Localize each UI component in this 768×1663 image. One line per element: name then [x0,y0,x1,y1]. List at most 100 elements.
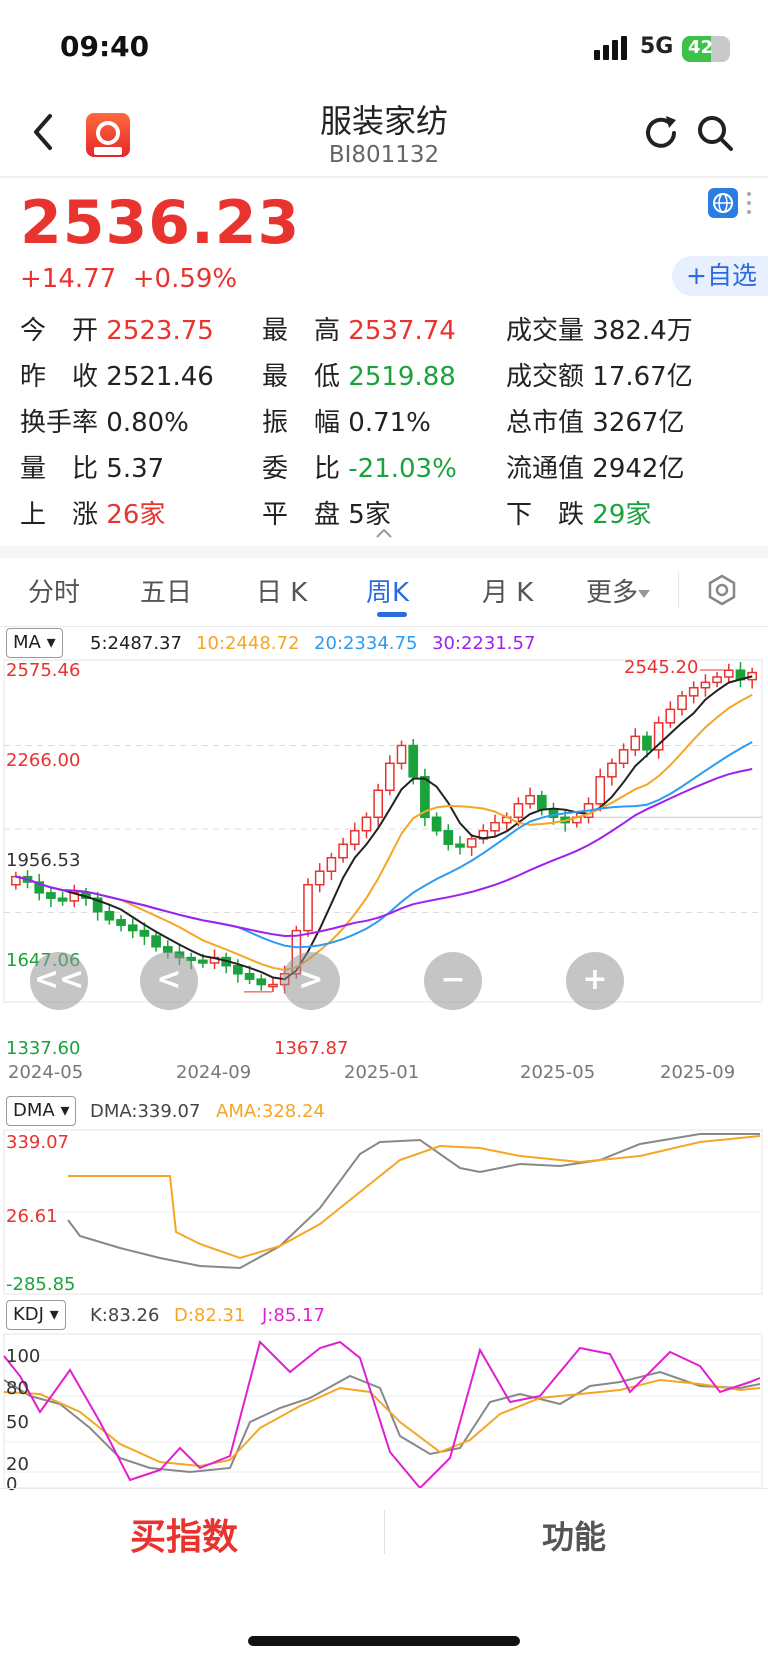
candle-body [57,897,68,902]
add-watchlist-button[interactable]: +自选 [672,256,768,296]
candle-body [723,669,734,678]
zoom-out-button[interactable]: − [424,952,482,1010]
stat-label: 今 开 [20,316,99,346]
stat-label: 量 比 [20,454,99,484]
chevron-up-icon[interactable] [375,527,393,539]
dma-y-min: -285.85 [6,1274,76,1295]
ma-selector[interactable]: MA ▾ [6,628,63,658]
prev-button[interactable]: < [140,952,198,1010]
tab-0[interactable]: 分时 [28,578,81,608]
gear-icon[interactable] [706,574,738,606]
dma-selector[interactable]: DMA ▾ [6,1096,77,1126]
y-label-2: 2266.00 [6,750,81,771]
candle-body [314,870,325,886]
chevron-left-icon[interactable] [30,112,56,152]
buy-index-button[interactable]: 买指数 [130,1517,239,1558]
x-label-3: 2025-05 [520,1062,596,1083]
candle-body [431,816,442,832]
candle-body [361,816,372,832]
stat-label: 下 跌 [506,500,585,530]
kdj-selector[interactable]: KDJ ▾ [6,1300,66,1330]
candle-body [396,744,407,765]
kdj-d-line [3,1378,761,1468]
change-value: +14.77 [20,264,117,294]
ma20-value: 20:2334.75 [314,633,418,654]
change-percent: +0.59% [132,264,238,294]
y-label-min: 1337.60 [6,1038,81,1059]
network-label: 5G [640,34,674,59]
stat-item: 委 比 -21.03% [262,448,457,485]
current-price: 2536.23 [20,188,301,258]
x-label-2: 2025-01 [344,1062,420,1083]
candle-body [116,919,126,926]
candle-body [139,929,150,937]
stat-value: 26家 [106,500,166,530]
candle-body [408,744,419,778]
stat-value: 2519.88 [348,362,456,392]
scroll-left-button[interactable]: << [30,952,88,1010]
function-button[interactable]: 功能 [542,1518,607,1556]
stat-label: 成交量 [506,316,585,346]
candle-body [303,883,313,932]
high-annotation: 2545.20 [624,657,699,678]
header-divider [0,176,768,178]
tab-3[interactable]: 周K [366,578,410,608]
price-change: +14.77 +0.59% [20,264,237,294]
candlestick-chart[interactable] [0,656,768,1058]
page-title: 服装家纺 [319,102,448,140]
globe-icon[interactable] [708,188,738,218]
candle-body [466,838,477,848]
candle-body [349,830,360,846]
stat-label: 平 盘 [262,500,341,530]
stat-item: 成交量 382.4万 [506,310,693,347]
kdj-y-50: 50 [6,1412,29,1433]
candle-body [536,794,547,810]
kdj-k-value: K:83.26 [90,1305,160,1326]
tab-4[interactable]: 月 K [482,578,534,608]
candle-body [46,892,56,899]
candle-body [665,708,676,724]
tabs-divider [0,626,768,627]
x-label-1: 2024-09 [176,1062,252,1083]
stat-label: 最 高 [262,316,341,346]
kdj-y-0: 0 [6,1474,18,1495]
tab-2[interactable]: 日 K [256,578,308,608]
bottom-divider [0,1488,768,1489]
refresh-icon[interactable] [642,114,680,152]
candle-body [618,749,629,765]
dma-chart[interactable] [0,1128,768,1296]
caret-down-icon[interactable] [638,590,650,598]
stat-label: 最 低 [262,362,341,392]
stat-value: 3267亿 [592,408,685,438]
stat-label: 成交额 [506,362,585,392]
stat-item: 平 盘 5家 [262,494,391,531]
next-button[interactable]: > [282,952,340,1010]
ma30-value: 30:2231.57 [432,633,536,654]
app-logo[interactable] [86,113,130,157]
stat-item: 流通值 2942亿 [506,448,684,485]
tab-5[interactable]: 更多 [586,578,639,608]
kdj-y-80: 80 [6,1378,29,1399]
stat-item: 最 低 2519.88 [262,356,456,393]
x-label-4: 2025-09 [660,1062,736,1083]
kdj-j-line [3,1340,761,1488]
candle-body [151,935,161,948]
tab-1[interactable]: 五日 [140,578,193,608]
stat-value: 2942亿 [592,454,685,484]
candle-body [326,856,337,872]
candle-body [268,983,278,988]
candle-body [385,762,395,792]
active-tab-indicator [377,612,407,617]
candle-body [127,924,138,932]
home-indicator[interactable] [248,1636,520,1646]
kdj-chart[interactable] [0,1332,768,1488]
candle-body [256,978,267,986]
kdj-frame [3,1333,763,1488]
search-icon[interactable] [696,114,734,152]
stat-item: 成交额 17.67亿 [506,356,693,393]
zoom-in-button[interactable]: + [566,952,624,1010]
ma10-line [15,693,753,972]
more-dots-icon[interactable] [744,190,754,216]
stat-label: 振 幅 [262,408,341,438]
bottom-separator [384,1510,385,1554]
